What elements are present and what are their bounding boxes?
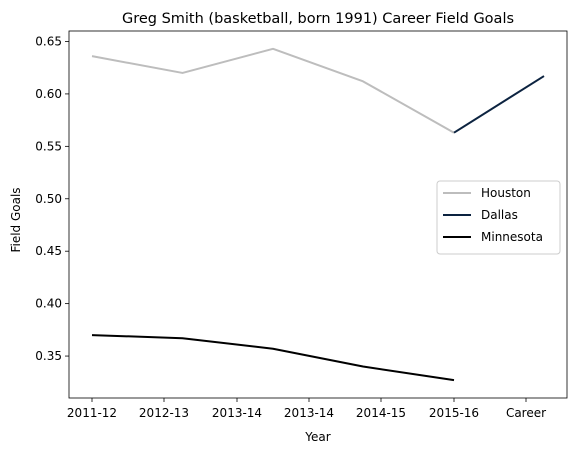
y-tick-label: 0.40 bbox=[35, 297, 62, 311]
y-tick-label: 0.60 bbox=[35, 87, 62, 101]
x-axis-ticks: 2011-12 2012-13 2013-14 2013-14 2014-15 2015-… bbox=[67, 398, 546, 420]
legend-label: Minnesota bbox=[481, 230, 543, 244]
legend-label: Dallas bbox=[481, 208, 518, 222]
y-axis-ticks: 0.35 0.40 0.45 0.50 0.55 0.60 0.65 bbox=[35, 34, 69, 363]
x-tick-label: 2015-16 bbox=[429, 406, 479, 420]
series-line-houston bbox=[91, 47, 455, 134]
y-tick-label: 0.65 bbox=[35, 34, 62, 48]
series-line-dallas bbox=[453, 75, 545, 134]
plot-frame bbox=[68, 30, 568, 399]
y-axis-title: Field Goals bbox=[9, 187, 23, 252]
legend-box bbox=[436, 180, 561, 255]
x-tick-label: 2013-14 bbox=[212, 406, 262, 420]
x-axis-title: Year bbox=[304, 430, 330, 444]
y-tick-label: 0.55 bbox=[35, 139, 62, 153]
series-line-minnesota bbox=[91, 334, 455, 382]
y-tick-label: 0.50 bbox=[35, 192, 62, 206]
y-tick-label: 0.35 bbox=[35, 349, 62, 363]
x-tick-label: 2014-15 bbox=[356, 406, 406, 420]
legend: Houston Dallas Minnesota bbox=[436, 180, 561, 255]
legend-label: Houston bbox=[481, 186, 531, 200]
x-tick-label: 2012-13 bbox=[139, 406, 189, 420]
plot-area bbox=[91, 47, 545, 382]
x-tick-label: Career bbox=[506, 406, 546, 420]
x-tick-label: 2013-14 bbox=[284, 406, 334, 420]
chart-title: Greg Smith (basketball, born 1991) Caree… bbox=[122, 11, 514, 27]
y-tick-label: 0.45 bbox=[35, 244, 62, 258]
x-tick-label: 2011-12 bbox=[67, 406, 117, 420]
